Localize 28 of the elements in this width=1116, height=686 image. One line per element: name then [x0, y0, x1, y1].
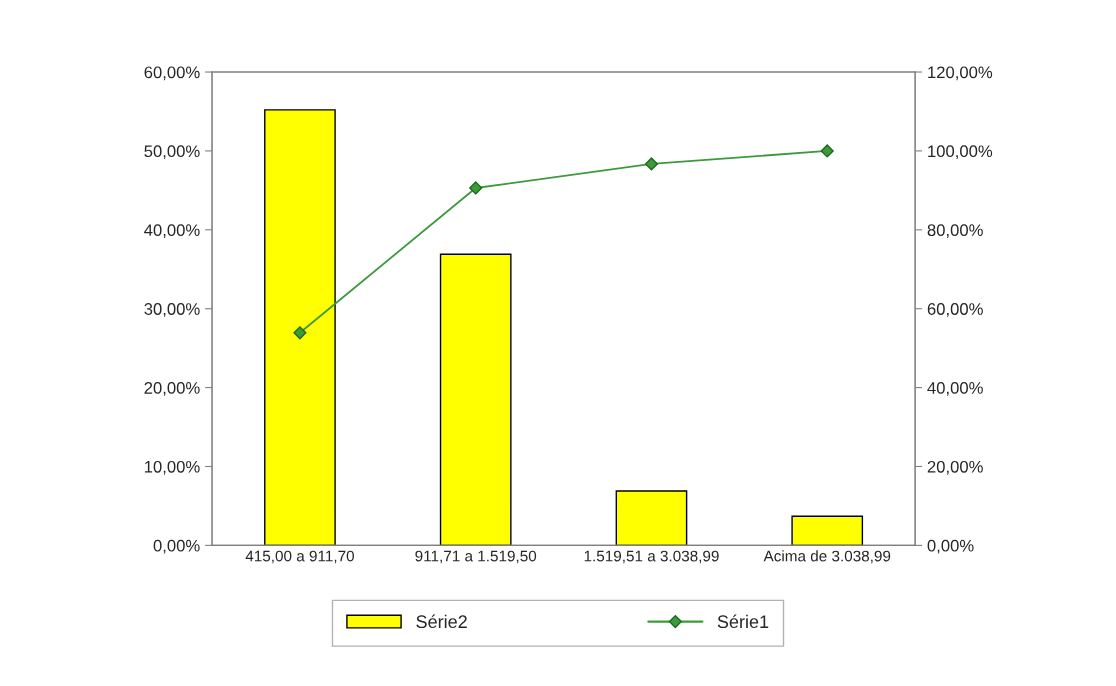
y2-tick-label: 0,00% [927, 539, 974, 554]
x-tick-label: Acima de 3.038,99 [763, 550, 891, 564]
legend-label: Série2 [416, 614, 467, 629]
y-tick-label: 60,00% [144, 66, 200, 81]
y2-tick-label: 100,00% [928, 145, 993, 160]
y2-tick-label: 40,00% [927, 381, 983, 396]
bar [615, 490, 688, 546]
y-tick-label: 30,00% [144, 303, 200, 317]
y2-tick-label: 120,00% [928, 66, 993, 81]
y-tick-label: 20,00% [144, 381, 200, 396]
point [293, 326, 307, 340]
point [820, 144, 834, 158]
y2-tick-label: 80,00% [927, 224, 983, 238]
x-tick-label: 1.519,51 a 3.038,99 [584, 550, 719, 564]
point [644, 157, 659, 171]
bar [791, 515, 864, 546]
bar [264, 109, 336, 546]
y-tick-label: 10,00% [144, 460, 200, 475]
y2-tick-label: 60,00% [927, 303, 983, 317]
y-tick-label: 0,00% [153, 539, 200, 554]
bar [439, 253, 512, 546]
y2-tick-label: 20,00% [927, 460, 983, 475]
legend-label: Série1 [717, 614, 769, 629]
x-tick-label: 415,00 a 911,70 [245, 550, 354, 564]
x-tick-label: 911,71 a 1.519,50 [415, 550, 537, 564]
y-tick-label: 50,00% [144, 145, 200, 160]
point [469, 181, 483, 195]
y-tick-label: 40,00% [144, 224, 200, 238]
